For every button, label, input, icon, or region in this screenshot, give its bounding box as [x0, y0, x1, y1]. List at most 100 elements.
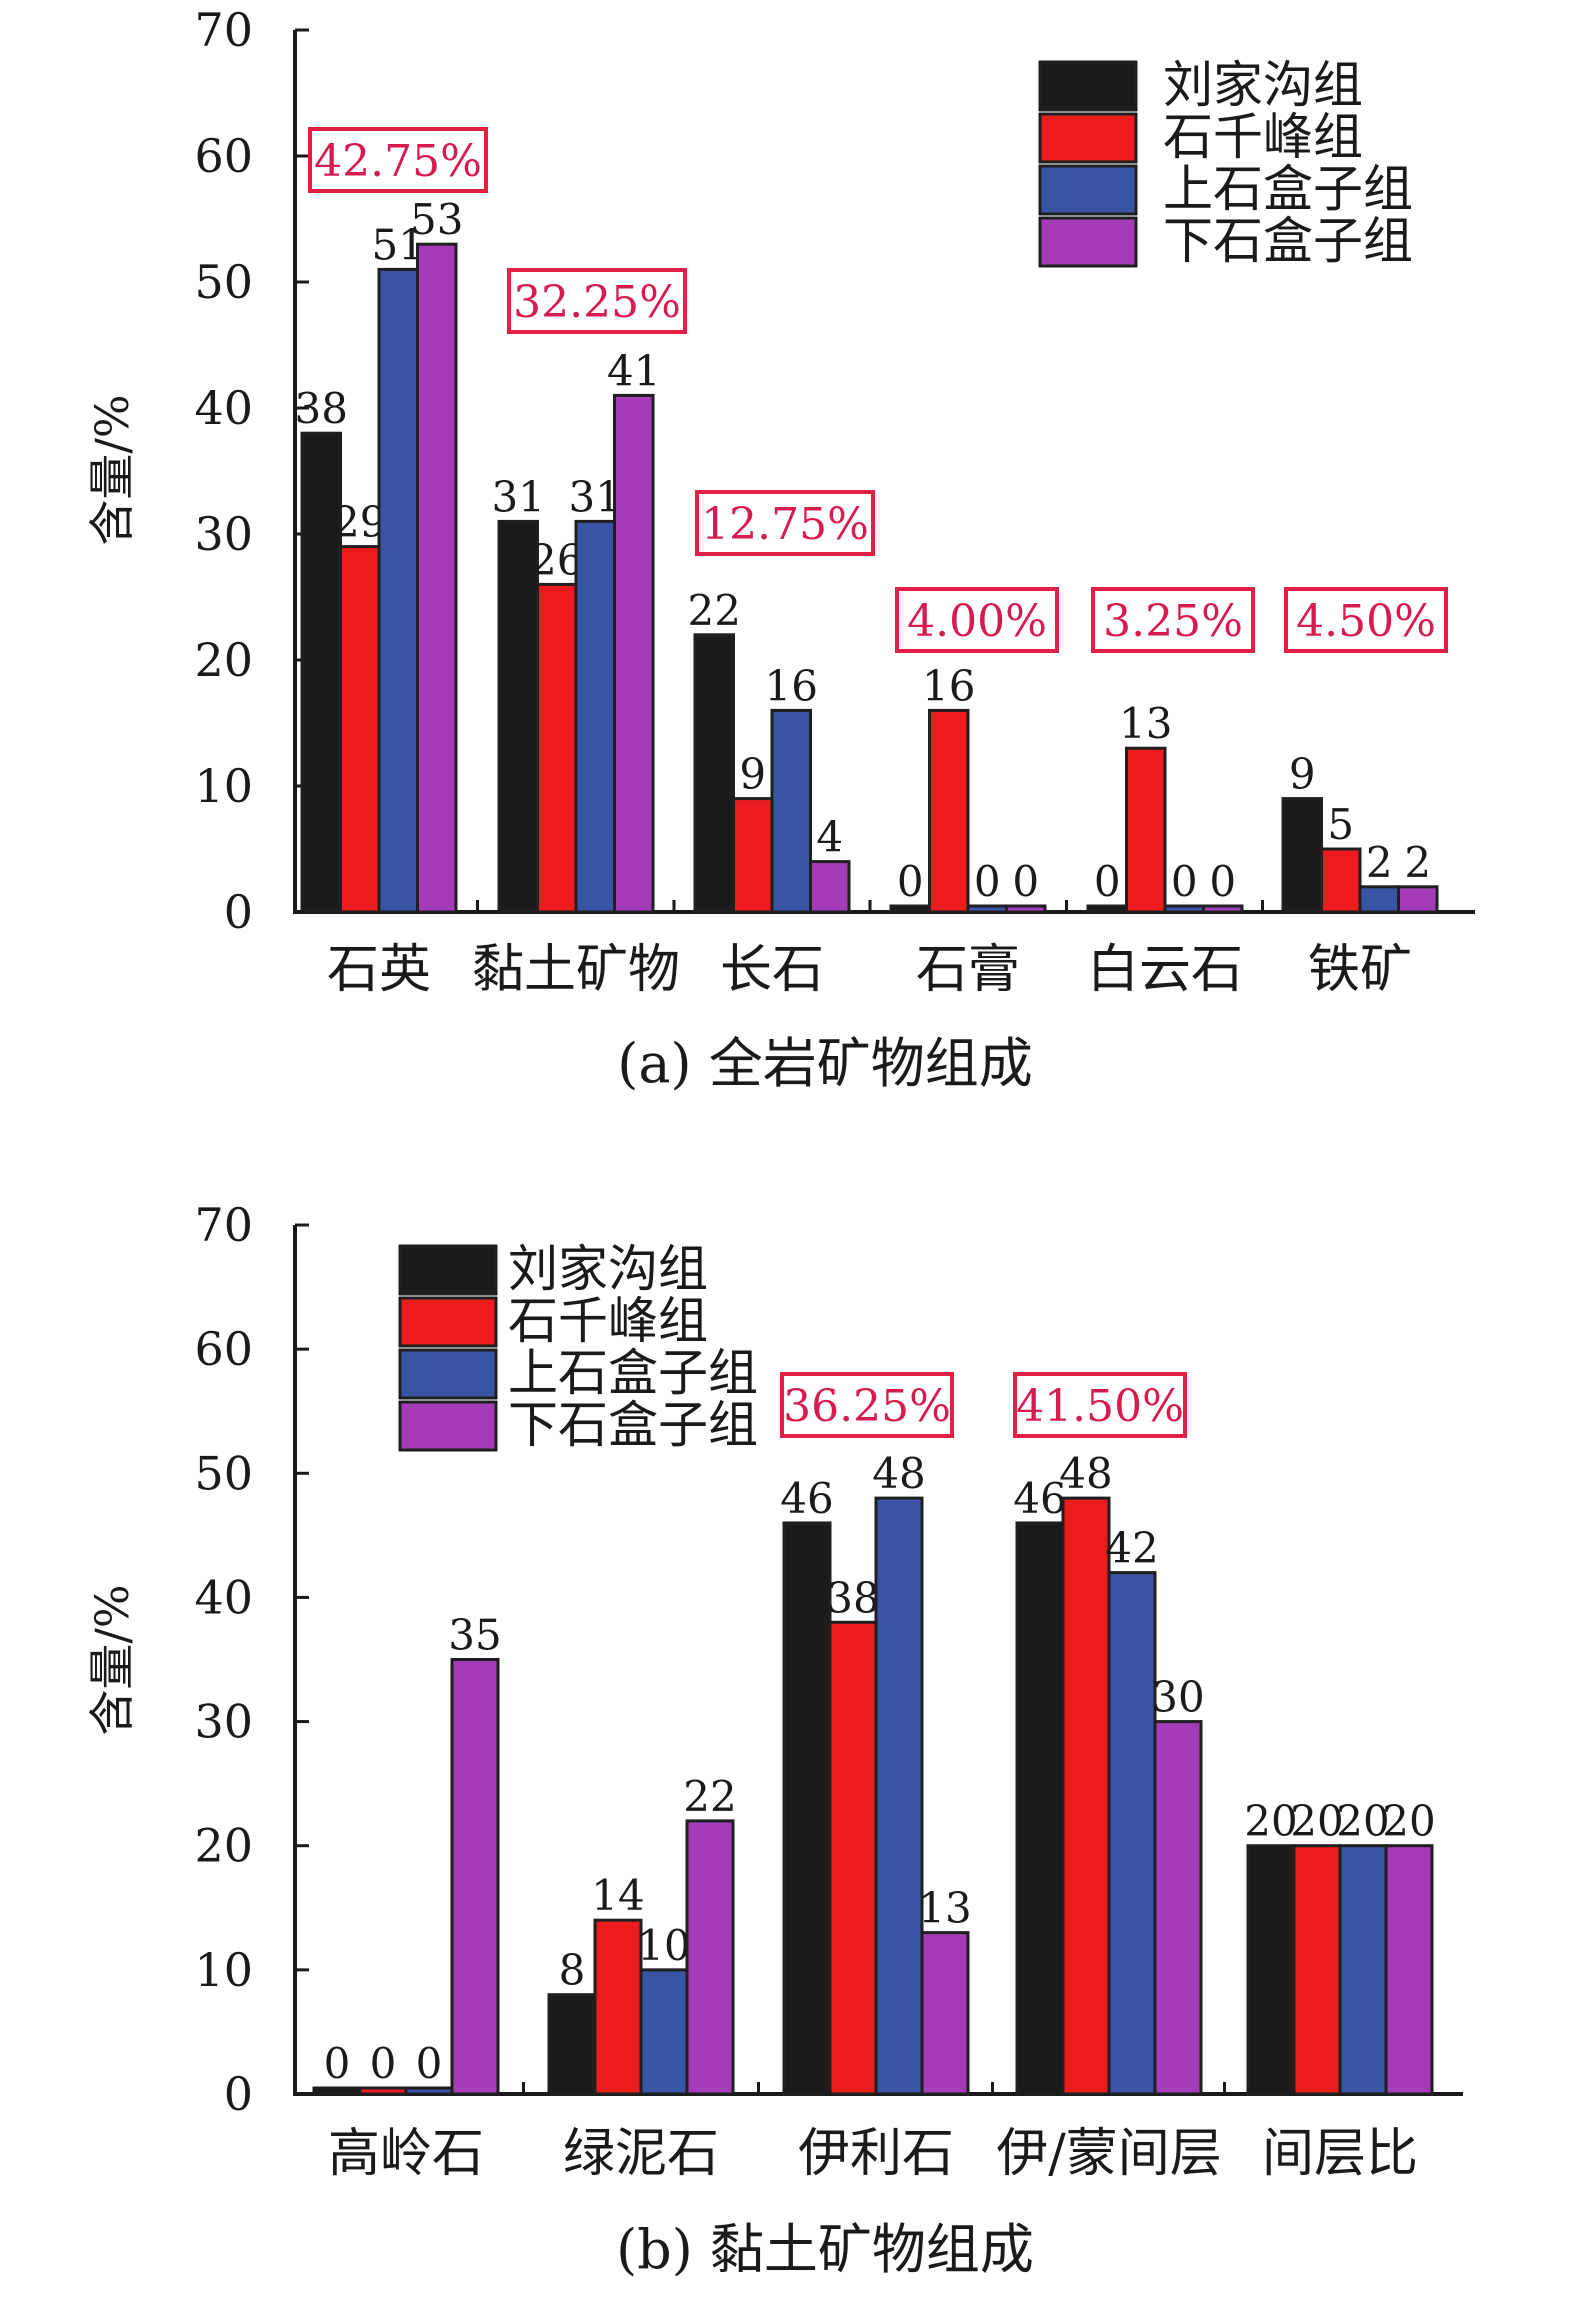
y-axis-label: 含量/%	[85, 394, 139, 545]
x-category-label: 长石	[720, 940, 824, 1000]
bar-value-label: 0	[370, 2039, 397, 2088]
bar-value-label: 0	[1171, 857, 1198, 906]
annotation-label: 4.00%	[907, 596, 1047, 647]
bar-b-3-1	[1061, 1496, 1111, 2096]
bar-a-1-0	[497, 519, 539, 914]
annotation-box	[507, 268, 687, 334]
y-tick-label: 70	[194, 3, 253, 57]
x-category-label: 伊利石	[798, 2124, 954, 2184]
y-tick-label: 0	[224, 2067, 253, 2121]
bar-value-label: 38	[295, 384, 348, 433]
bar-value-label: 30	[1151, 1673, 1204, 1722]
bar-value-label: 13	[918, 1884, 971, 1933]
bar-b-2-2	[874, 1496, 924, 2096]
bar-b-0-2	[404, 2086, 454, 2096]
bar-value-label: 0	[1209, 857, 1236, 906]
bar-value-label: 48	[872, 1449, 925, 1498]
bar-b-4-2	[1338, 1844, 1388, 2096]
legend-label: 上石盒子组	[1163, 160, 1413, 218]
x-category-label: 黏土矿物	[472, 940, 680, 1000]
bar-a-5-0	[1281, 797, 1323, 914]
bar-a-3-2	[966, 904, 1008, 914]
x-category-label: 铁矿	[1308, 940, 1412, 1000]
legend-label: 刘家沟组	[508, 1240, 708, 1298]
bar-value-label: 53	[410, 195, 463, 244]
bar-b-4-1	[1292, 1844, 1342, 2096]
annotation-label: 36.25%	[783, 1381, 951, 1432]
bar-a-4-1	[1125, 746, 1167, 914]
y-tick-label: 40	[194, 381, 253, 435]
legend-label: 下石盒子组	[508, 1396, 758, 1454]
bar-a-2-1	[732, 797, 774, 914]
legend-swatch	[1038, 112, 1138, 164]
bar-b-2-1	[828, 1620, 878, 2096]
y-tick-label: 10	[194, 759, 253, 813]
y-tick-label: 0	[224, 885, 253, 939]
y-tick-label: 30	[194, 1695, 253, 1749]
bar-value-label: 0	[416, 2039, 443, 2088]
bar-b-2-3	[920, 1931, 970, 2096]
y-tick-label: 60	[194, 1322, 253, 1376]
legend-swatch	[398, 1400, 498, 1452]
bar-a-0-3	[416, 242, 458, 914]
y-tick-label: 30	[194, 507, 253, 561]
legend-label: 石千峰组	[508, 1292, 708, 1350]
y-tick-label: 20	[194, 1819, 253, 1873]
bar-value-label: 0	[1094, 857, 1121, 906]
annotation-label: 41.50%	[1016, 1381, 1184, 1432]
bar-a-4-0	[1086, 904, 1128, 914]
bar-value-label: 2	[1404, 838, 1431, 887]
x-category-label: 绿泥石	[563, 2124, 719, 2184]
bar-value-label: 35	[448, 1611, 501, 1660]
bar-value-label: 22	[683, 1772, 736, 1821]
chart-title: (b) 黏土矿物组成	[616, 2218, 1034, 2281]
bar-value-label: 22	[688, 586, 741, 635]
bar-value-label: 4	[816, 813, 843, 862]
x-category-label: 间层比	[1262, 2124, 1418, 2184]
bar-value-label: 20	[1244, 1797, 1297, 1846]
bar-a-2-0	[693, 633, 735, 914]
legend-label: 刘家沟组	[1163, 56, 1363, 114]
bar-a-3-0	[889, 904, 931, 914]
bar-b-0-0	[312, 2086, 362, 2096]
legend-swatch	[398, 1348, 498, 1400]
bar-value-label: 14	[591, 1871, 644, 1920]
bar-a-4-2	[1163, 904, 1205, 914]
annotation-box	[1284, 587, 1448, 653]
bar-value-label: 0	[324, 2039, 351, 2088]
bar-a-2-2	[770, 708, 812, 914]
annotation-label: 3.25%	[1103, 596, 1243, 647]
bar-value-label: 10	[637, 1921, 690, 1970]
bar-value-label: 31	[492, 472, 545, 521]
bar-a-3-3	[1005, 904, 1047, 914]
bar-a-5-2	[1358, 885, 1400, 914]
annotation-label: 32.25%	[513, 277, 681, 328]
bar-a-1-2	[574, 519, 616, 914]
annotation-box	[1091, 587, 1255, 653]
y-tick-label: 40	[194, 1570, 253, 1624]
annotation-label: 42.75%	[314, 136, 482, 187]
bar-a-3-1	[928, 708, 970, 914]
bar-value-label: 16	[922, 661, 975, 710]
bar-b-1-2	[639, 1968, 689, 2096]
annotation-box	[695, 490, 875, 556]
bar-a-5-3	[1397, 885, 1439, 914]
bar-b-0-3	[450, 1658, 500, 2096]
annotation-box	[1013, 1372, 1187, 1438]
bar-value-label: 38	[826, 1573, 879, 1622]
y-axis-label: 含量/%	[85, 1584, 139, 1735]
bar-value-label: 20	[1382, 1797, 1435, 1846]
bar-a-1-1	[536, 582, 578, 914]
bar-b-0-1	[358, 2086, 408, 2096]
bar-a-0-2	[377, 267, 419, 914]
bar-value-label: 13	[1119, 699, 1172, 748]
y-tick-label: 60	[194, 129, 253, 183]
legend-label: 石千峰组	[1163, 108, 1363, 166]
x-category-label: 白云石	[1087, 940, 1243, 1000]
legend-swatch	[398, 1244, 498, 1296]
bar-b-1-3	[685, 1819, 735, 2096]
y-tick-label: 10	[194, 1943, 253, 1997]
